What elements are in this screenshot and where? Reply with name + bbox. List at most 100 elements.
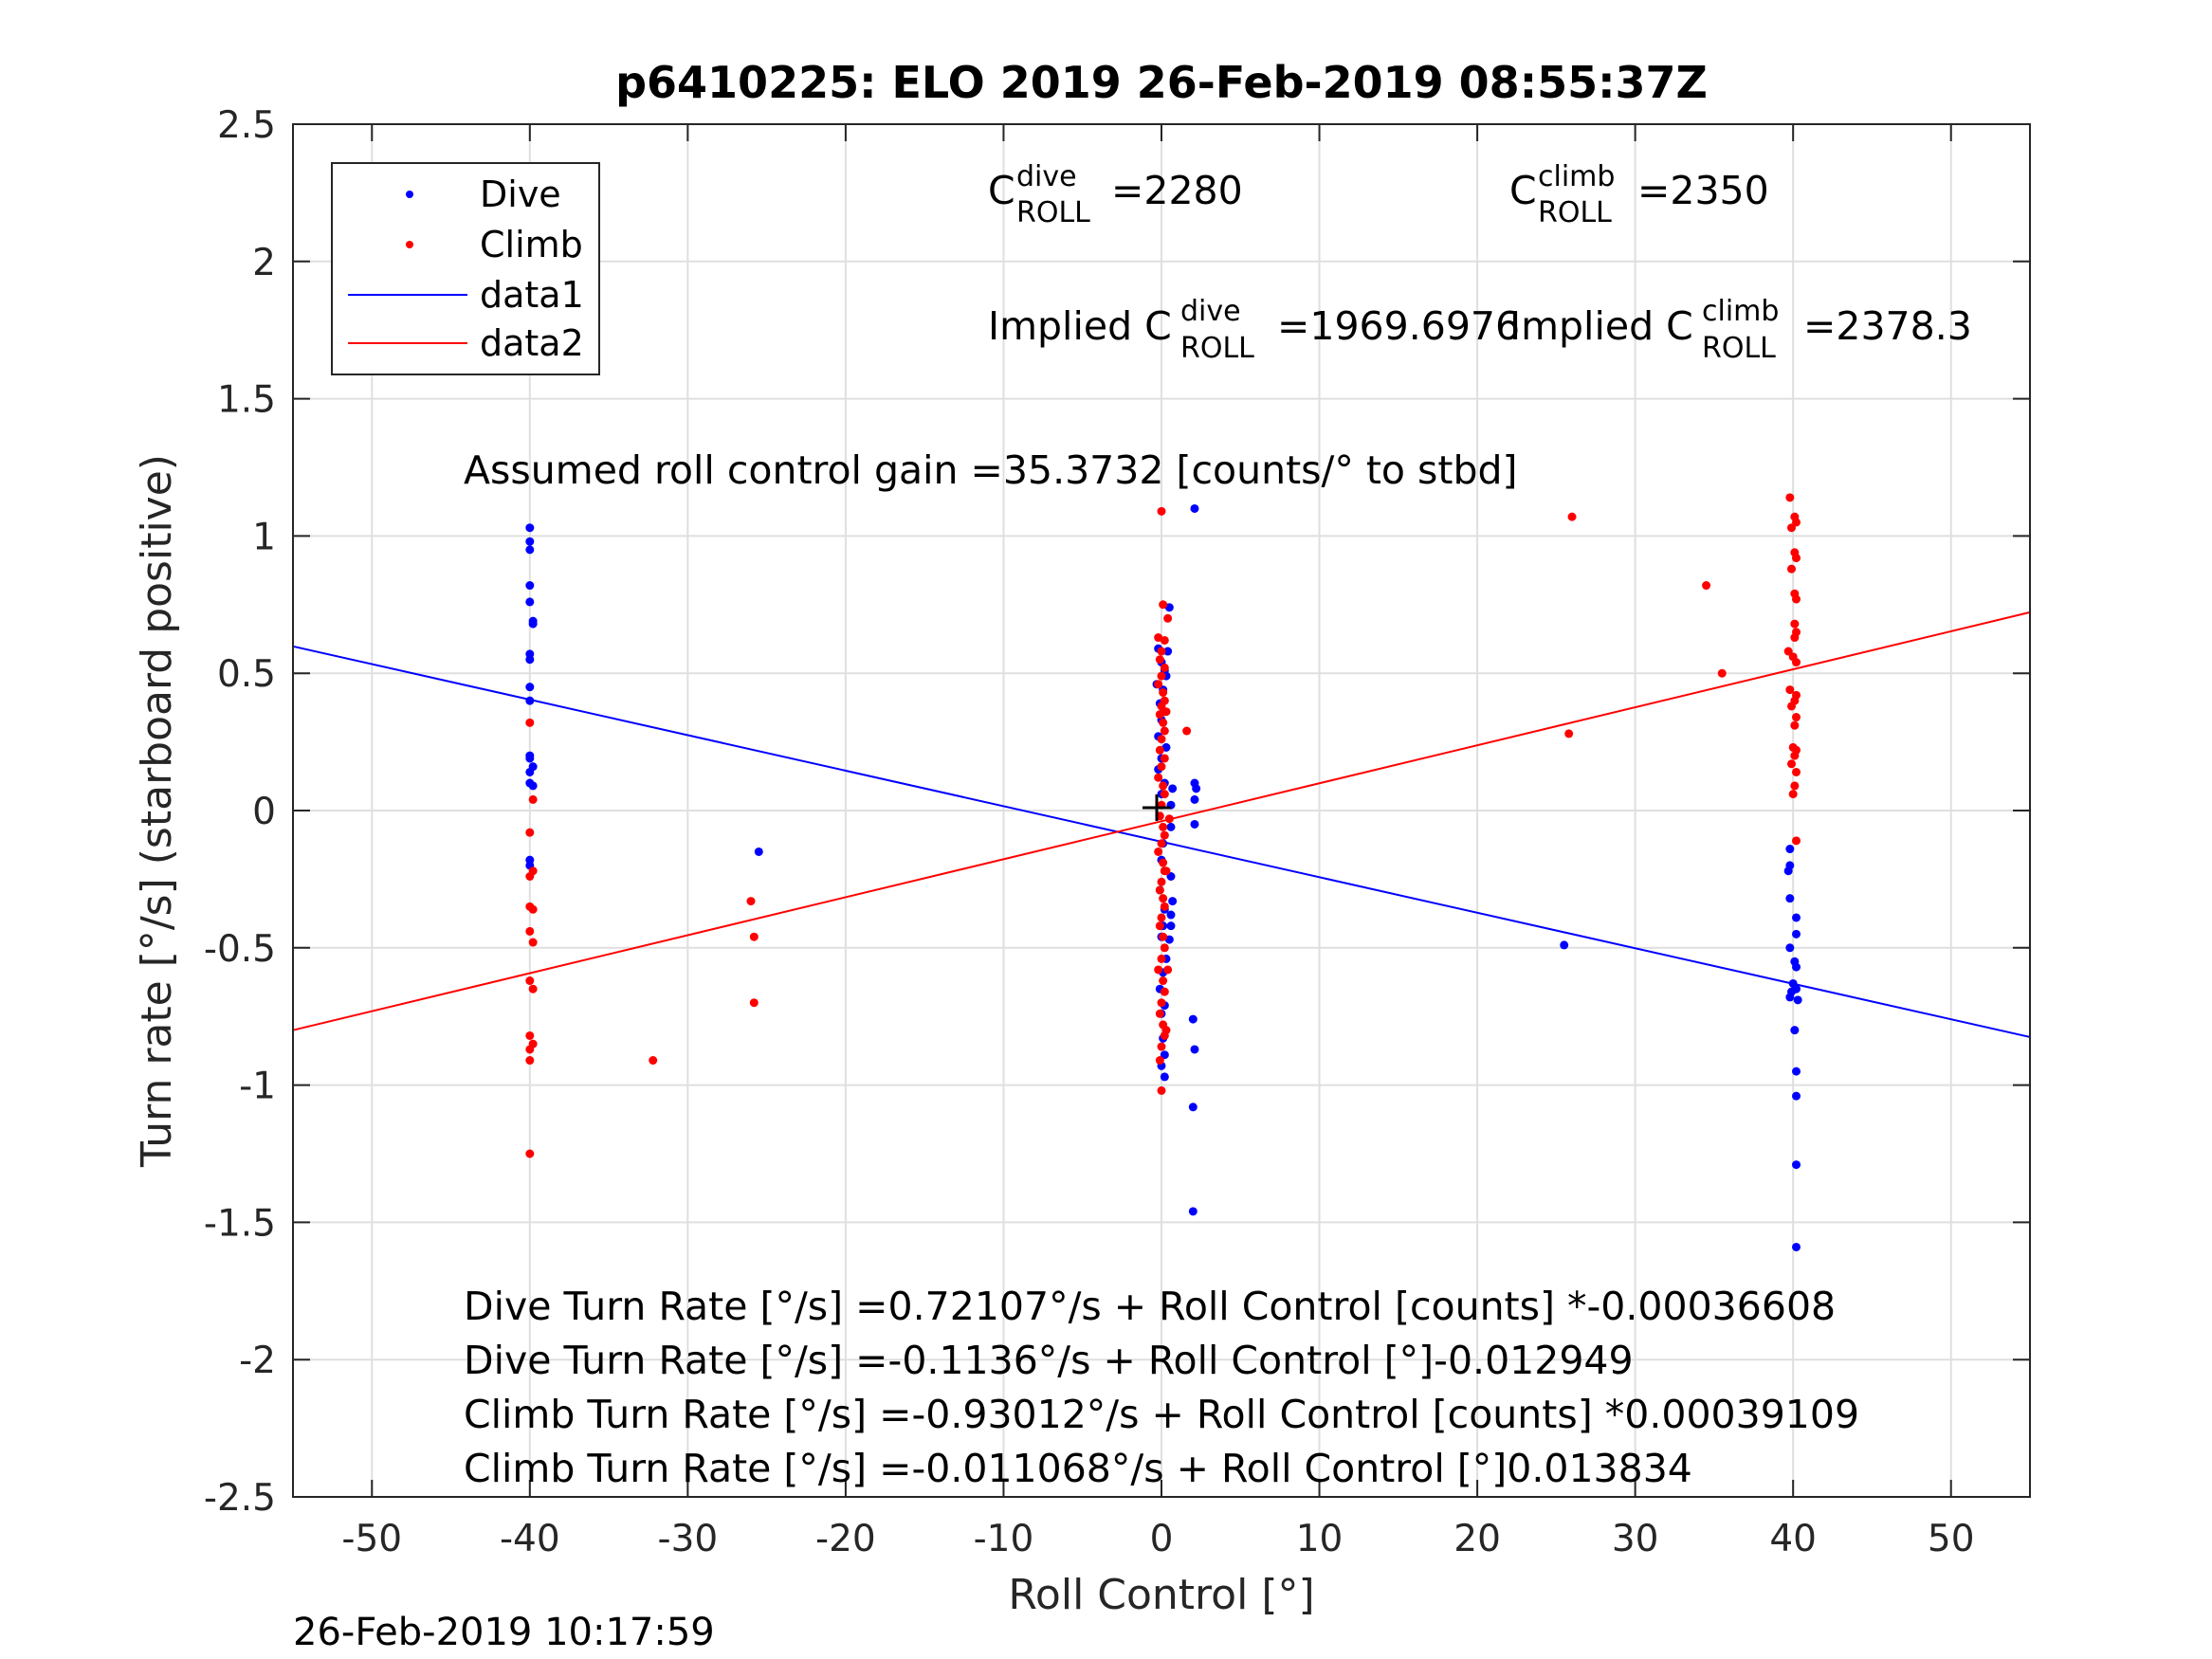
timestamp: 26-Feb-2019 10:17:59 [293, 1611, 715, 1654]
point-dive [1168, 897, 1178, 906]
point-climb [1157, 1042, 1166, 1051]
point-climb [1792, 594, 1801, 604]
point-climb [525, 926, 535, 936]
point-climb [1154, 965, 1163, 975]
point-dive [754, 847, 763, 856]
point-dive [525, 523, 535, 533]
point-climb [1154, 847, 1163, 856]
y-tick-label: -0.5 [204, 928, 276, 971]
point-dive [1188, 1207, 1197, 1216]
point-climb [1702, 581, 1711, 591]
point-dive [1792, 1066, 1801, 1076]
point-climb [1163, 613, 1173, 623]
c-dive-value: =2280 [1111, 168, 1243, 213]
point-climb [525, 872, 535, 882]
point-climb [1155, 1009, 1164, 1018]
point-dive [1190, 819, 1199, 829]
point-climb [528, 984, 538, 994]
point-climb [1159, 858, 1168, 867]
point-climb [1160, 635, 1169, 645]
c-dive-annotation: C dive ROLL =2280 [988, 160, 1243, 229]
y-tick-label: -1 [239, 1066, 276, 1108]
point-climb [1160, 830, 1169, 840]
implied-dive-prefix: Implied C [988, 303, 1172, 349]
point-climb [1787, 759, 1797, 769]
point-dive [1785, 943, 1795, 953]
point-dive [1163, 647, 1173, 656]
point-climb [1163, 965, 1173, 975]
legend-box [331, 162, 600, 375]
equation-dive-counts: Dive Turn Rate [°/s] =0.72107°/s + Roll … [464, 1284, 1836, 1329]
point-dive [1190, 794, 1199, 804]
point-dive [525, 767, 535, 776]
implied-c-dive-annotation: Implied C dive ROLL =1969.6976 [988, 295, 1520, 365]
point-climb [649, 1056, 658, 1066]
point-climb [1160, 726, 1169, 736]
point-climb [1160, 987, 1169, 996]
point-dive [1192, 784, 1201, 793]
x-tick-label: -30 [658, 1518, 719, 1560]
axis-ticks: -50 -40 -30 -20 -10 0 10 20 30 40 50 2.5 2 1.5 1 0.5 0 -0… [204, 104, 2030, 1560]
equation-climb-degrees: Climb Turn Rate [°/s] =-0.011068°/s + Ro… [464, 1446, 1692, 1491]
point-climb [1161, 1026, 1171, 1035]
point-dive [525, 655, 535, 665]
legend-climb-marker [406, 241, 413, 248]
point-dive [1790, 1026, 1800, 1035]
point-climb [1159, 976, 1168, 986]
point-climb [525, 828, 535, 837]
implied-climb-subscript: ROLL [1702, 332, 1776, 365]
x-tick-label: 10 [1296, 1518, 1344, 1560]
x-tick-label: -10 [974, 1518, 1034, 1560]
point-climb [1155, 1056, 1164, 1066]
point-dive [1785, 993, 1795, 1002]
point-climb [1164, 814, 1174, 824]
point-climb [1160, 790, 1169, 799]
point-climb [1155, 921, 1164, 931]
y-tick-label: 1.5 [217, 379, 276, 422]
point-climb [1160, 754, 1169, 763]
y-axis-label: Turn rate [°/s] (starboard positive) [133, 454, 181, 1168]
legend-data2-label: data2 [480, 322, 584, 364]
point-dive [1190, 1045, 1199, 1054]
x-tick-label: 40 [1769, 1518, 1817, 1560]
point-climb [528, 938, 538, 947]
point-dive [1792, 984, 1801, 994]
point-climb [1155, 655, 1164, 665]
x-tick-label: -40 [500, 1518, 560, 1560]
gain-annotation: Assumed roll control gain =35.3732 [coun… [464, 447, 1518, 493]
point-climb [1155, 885, 1164, 895]
point-dive [525, 597, 535, 607]
point-climb [1790, 619, 1800, 629]
c-climb-value: =2350 [1637, 168, 1769, 213]
legend: Dive Climb data1 data2 [331, 162, 600, 375]
point-climb [1159, 822, 1168, 831]
point-climb [525, 1056, 535, 1066]
legend-data1-label: data1 [480, 274, 584, 316]
point-dive [525, 537, 535, 546]
point-climb [1157, 839, 1166, 848]
y-tick-label: 0.5 [217, 653, 276, 696]
y-tick-label: -2.5 [204, 1477, 276, 1520]
point-climb [1157, 998, 1166, 1008]
chart-title: p6410225: ELO 2019 26-Feb-2019 08:55:37Z [615, 57, 1708, 108]
point-dive [1792, 929, 1801, 939]
point-climb [1154, 680, 1163, 689]
point-climb [1787, 702, 1797, 711]
y-tick-label: 2 [252, 242, 276, 284]
implied-dive-superscript: dive [1180, 295, 1241, 328]
point-dive [1792, 1160, 1801, 1170]
point-climb [1157, 735, 1166, 744]
x-axis-label: Roll Control [°] [1008, 1571, 1314, 1619]
point-dive [1188, 1014, 1197, 1024]
point-climb [1790, 720, 1800, 730]
point-dive [1792, 962, 1801, 972]
y-tick-label: 1 [252, 516, 276, 558]
point-climb [1159, 894, 1168, 903]
point-climb [1157, 954, 1166, 963]
point-climb [1792, 658, 1801, 667]
point-climb [528, 794, 538, 804]
point-climb [1159, 687, 1168, 697]
data-points [525, 493, 1802, 1251]
point-climb [1790, 781, 1800, 791]
point-climb [525, 1149, 535, 1158]
